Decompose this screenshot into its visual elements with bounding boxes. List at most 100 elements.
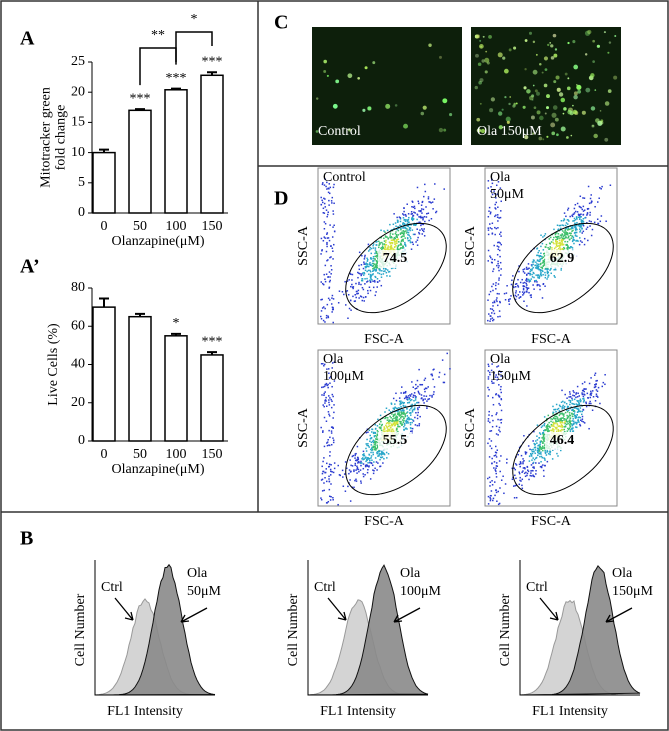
dot <box>321 465 323 468</box>
cell <box>541 71 544 74</box>
dot <box>492 318 495 321</box>
dot <box>500 371 502 373</box>
dot <box>416 239 419 241</box>
dot <box>374 281 376 283</box>
dot <box>380 456 383 459</box>
dot <box>590 194 592 196</box>
dot <box>375 438 378 440</box>
dot <box>561 412 563 415</box>
dot <box>404 241 406 244</box>
gate-label-bg <box>378 250 412 268</box>
dot <box>491 222 494 225</box>
dot <box>552 421 554 424</box>
dot <box>580 220 583 222</box>
cell <box>485 50 488 53</box>
dot <box>499 315 501 318</box>
dot <box>330 273 332 275</box>
dot <box>573 422 575 424</box>
dot <box>375 252 378 254</box>
dot <box>523 272 526 274</box>
gate-value: 62.9 <box>550 251 575 266</box>
dot <box>369 461 371 464</box>
cell <box>532 69 538 75</box>
dot <box>333 467 336 470</box>
dot <box>369 274 372 277</box>
dot <box>403 426 405 428</box>
dot <box>380 420 382 423</box>
dot <box>330 303 333 305</box>
dot <box>394 245 396 248</box>
dot <box>397 227 400 230</box>
dot <box>551 247 553 249</box>
cell <box>439 55 442 59</box>
dot <box>495 374 497 376</box>
cell <box>394 104 398 107</box>
cell <box>535 53 538 56</box>
dot <box>370 457 372 459</box>
cell <box>490 97 496 102</box>
dot <box>570 422 572 425</box>
dot <box>577 216 580 218</box>
dot <box>583 393 585 395</box>
dot <box>394 403 396 405</box>
dot <box>397 413 400 416</box>
cell <box>477 62 482 67</box>
dot <box>537 448 540 451</box>
dot <box>575 423 578 425</box>
cell <box>550 122 556 128</box>
dot <box>368 457 371 460</box>
dot <box>498 426 501 429</box>
dot <box>500 274 502 276</box>
dot <box>582 197 584 199</box>
dot <box>339 474 342 477</box>
dot <box>388 270 391 273</box>
dot <box>376 450 379 453</box>
dot <box>362 296 365 299</box>
dot <box>491 182 494 185</box>
dot <box>399 224 401 227</box>
dot <box>410 399 413 401</box>
dot <box>411 430 413 432</box>
dot <box>320 298 322 301</box>
dot <box>403 231 405 233</box>
dot <box>579 416 582 419</box>
y-axis-title: SSC-A <box>296 407 311 448</box>
dot <box>492 270 494 273</box>
dot <box>498 429 500 431</box>
dot <box>527 469 529 471</box>
dot <box>423 379 426 381</box>
dot <box>357 289 360 292</box>
dot <box>365 443 367 445</box>
dot <box>533 467 535 469</box>
dot <box>578 409 580 411</box>
dot <box>523 291 526 294</box>
dot <box>406 237 409 240</box>
dot <box>438 371 441 374</box>
dot <box>488 293 491 296</box>
dot <box>383 452 385 455</box>
dot <box>332 417 334 419</box>
cell <box>556 87 561 92</box>
dot <box>497 206 499 208</box>
dot <box>498 217 500 219</box>
dot <box>531 269 533 272</box>
dot <box>546 451 548 453</box>
dot <box>541 266 543 269</box>
dot <box>331 196 334 199</box>
dot <box>575 415 578 418</box>
dot <box>415 241 417 243</box>
dot <box>328 192 331 195</box>
dot <box>400 416 402 419</box>
dot <box>511 478 514 481</box>
dot <box>489 445 491 447</box>
dot <box>502 475 504 478</box>
dot <box>488 456 491 458</box>
dot <box>329 224 331 226</box>
dot <box>386 429 388 432</box>
dot <box>499 187 502 189</box>
dot <box>368 286 371 289</box>
dot <box>497 490 500 493</box>
dot <box>492 301 494 304</box>
dot <box>395 392 397 395</box>
dot <box>521 484 523 487</box>
